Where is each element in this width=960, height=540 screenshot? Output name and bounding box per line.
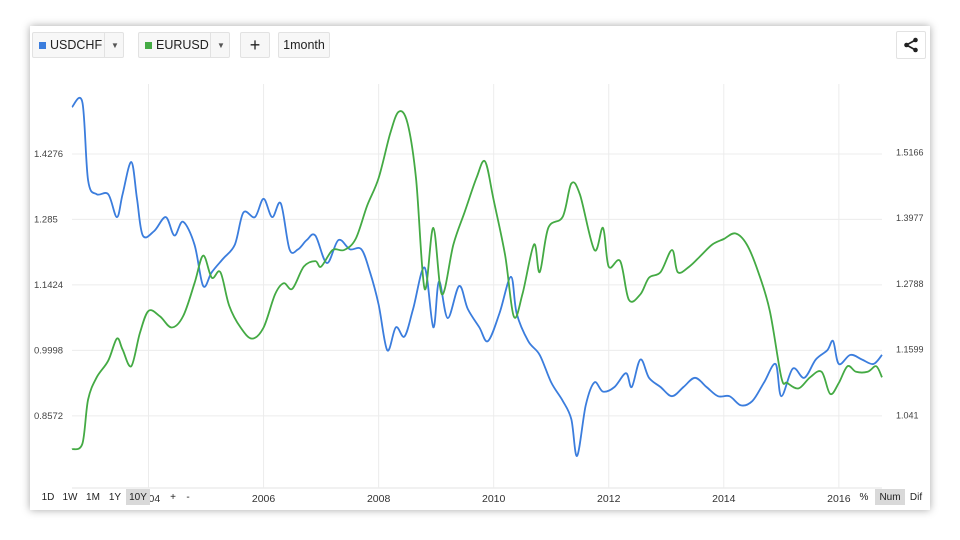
right-tick-label: 1.041 xyxy=(896,411,919,421)
zoom_buttons-button-[interactable]: - xyxy=(186,491,190,503)
zoom_buttons-button-[interactable]: + xyxy=(170,491,176,503)
mode_buttons-button-num[interactable]: Num xyxy=(875,489,905,505)
add-series-button[interactable]: + xyxy=(240,32,270,58)
chart-card: USDCHF ▼ EURUSD ▼ + 1month 1.4276 1.285 1.… xyxy=(30,26,930,510)
right-tick-label: 1.1599 xyxy=(896,345,924,355)
x-tick-label: 2016 xyxy=(827,493,851,505)
series-selector-usdchf[interactable]: USDCHF ▼ xyxy=(32,32,124,58)
left-axis: 1.4276 1.285 1.1424 0.9998 0.8572 xyxy=(34,149,63,422)
mode_buttons-button-dif[interactable]: Dif xyxy=(909,491,923,503)
interval-button[interactable]: 1month xyxy=(278,32,330,58)
series-usdchf-label: USDCHF xyxy=(50,38,103,52)
mode_buttons-button-[interactable]: % xyxy=(859,491,869,503)
left-tick-label: 0.8572 xyxy=(34,411,63,422)
x-tick-label: 2014 xyxy=(712,493,736,505)
right-tick-label: 1.2788 xyxy=(896,279,924,289)
left-tick-label: 1.4276 xyxy=(34,149,63,160)
chart-grid xyxy=(72,84,882,489)
x-tick-label: 2010 xyxy=(482,493,506,505)
x-axis: 2004200620082010201220142016 xyxy=(137,493,851,505)
series-eurusd-label: EURUSD xyxy=(156,38,209,52)
chart-plot-area[interactable]: 1.4276 1.285 1.1424 0.9998 0.8572 1.5166 1.39… xyxy=(30,56,930,506)
right-tick-label: 1.5166 xyxy=(896,147,924,157)
right-axis: 1.5166 1.3977 1.2788 1.1599 1.041 xyxy=(896,147,924,420)
usdchf-color-swatch xyxy=(39,41,46,49)
range_buttons-button-1y[interactable]: 1Y xyxy=(108,491,122,503)
x-tick-label: 2008 xyxy=(367,493,391,505)
series-selector-eurusd[interactable]: EURUSD ▼ xyxy=(138,32,230,58)
range_buttons-button-1m[interactable]: 1M xyxy=(86,491,100,503)
x-tick-label: 2012 xyxy=(597,493,621,505)
range_buttons-button-1w[interactable]: 1W xyxy=(62,491,78,503)
range_buttons-button-1d[interactable]: 1D xyxy=(41,491,55,503)
chevron-down-icon[interactable]: ▼ xyxy=(210,33,231,57)
right-tick-label: 1.3977 xyxy=(896,213,924,223)
series-line-usdchf xyxy=(71,96,883,457)
chevron-down-icon[interactable]: ▼ xyxy=(104,33,125,57)
share-icon xyxy=(904,37,918,53)
left-tick-label: 1.1424 xyxy=(34,280,63,291)
share-button[interactable] xyxy=(896,31,926,59)
series-lines xyxy=(71,96,883,457)
left-tick-label: 0.9998 xyxy=(34,345,63,356)
series-line-eurusd xyxy=(71,110,883,451)
eurusd-color-swatch xyxy=(145,41,152,49)
range_buttons-button-10y[interactable]: 10Y xyxy=(126,489,150,505)
x-tick-label: 2006 xyxy=(252,493,276,505)
left-tick-label: 1.285 xyxy=(34,214,58,225)
